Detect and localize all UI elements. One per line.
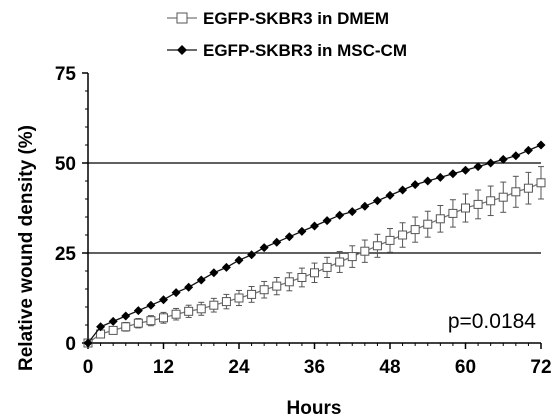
data-point <box>461 165 470 175</box>
x-tick-label: 36 <box>304 357 325 378</box>
series-1 <box>83 140 546 348</box>
x-tick-label: 0 <box>83 357 94 378</box>
data-point <box>335 210 345 220</box>
data-point <box>247 250 257 260</box>
x-tick-label: 12 <box>153 357 174 378</box>
x-tick-label: 60 <box>455 357 476 378</box>
legend-label: EGFP-SKBR3 in DMEM <box>203 9 389 28</box>
x-tick-label: 24 <box>228 357 250 378</box>
data-point <box>486 158 496 168</box>
legend-marker-diamond <box>177 45 187 55</box>
data-point <box>536 178 546 188</box>
data-point <box>234 293 244 303</box>
data-point <box>372 196 382 206</box>
data-point <box>234 255 244 265</box>
data-point <box>347 252 357 262</box>
data-point <box>221 297 231 307</box>
legend-label: EGFP-SKBR3 in MSC-CM <box>203 41 407 60</box>
data-point <box>347 207 357 217</box>
data-point <box>133 306 143 316</box>
data-point <box>96 322 106 332</box>
data-point <box>498 192 508 202</box>
data-point <box>247 289 257 299</box>
y-axis-label: Relative wound density (%) <box>16 125 37 371</box>
legend-marker-square <box>176 12 188 24</box>
data-point <box>523 183 533 193</box>
data-point <box>272 281 282 291</box>
axes: 0 25 50 75 0 12 24 36 48 60 72 <box>55 64 552 378</box>
data-point <box>284 232 294 242</box>
data-point <box>372 241 382 251</box>
data-point <box>423 219 433 229</box>
y-tick-label: 50 <box>55 154 76 175</box>
data-point <box>385 235 395 245</box>
data-point <box>184 282 194 292</box>
p-value-annotation: p=0.0184 <box>448 310 536 333</box>
data-point <box>410 180 420 190</box>
data-point <box>523 145 533 155</box>
y-tick-label: 0 <box>65 334 76 355</box>
data-point <box>423 176 433 186</box>
data-point <box>171 288 181 298</box>
data-point <box>360 201 370 211</box>
data-point <box>360 246 370 256</box>
data-point <box>83 338 93 348</box>
data-point <box>121 322 131 332</box>
data-point <box>121 311 131 321</box>
data-point <box>297 226 307 236</box>
data-point <box>108 325 118 335</box>
data-point <box>146 316 156 326</box>
data-point <box>196 304 206 314</box>
data-point <box>133 318 143 328</box>
data-point <box>322 216 332 226</box>
data-point <box>385 190 395 200</box>
data-point <box>146 300 156 310</box>
data-point <box>322 262 332 272</box>
data-point <box>448 208 458 218</box>
data-point <box>196 275 206 285</box>
data-point <box>511 187 521 197</box>
data-point <box>209 268 219 278</box>
x-tick-label: 48 <box>379 357 400 378</box>
data-point <box>259 243 269 253</box>
data-point <box>209 300 219 310</box>
data-point <box>435 172 445 182</box>
data-point <box>398 230 408 240</box>
data-point <box>536 140 546 150</box>
data-point <box>486 196 496 206</box>
data-point <box>310 268 319 278</box>
data-point <box>284 277 294 287</box>
series-0 <box>83 166 546 348</box>
y-tick-label: 75 <box>55 64 77 85</box>
data-point <box>410 225 420 235</box>
data-point <box>398 185 408 195</box>
gridlines <box>88 162 541 254</box>
data-point <box>461 203 470 213</box>
data-point <box>335 257 345 267</box>
data-point <box>473 162 483 172</box>
data-point <box>221 262 231 272</box>
data-point <box>473 199 483 209</box>
y-tick-label: 25 <box>55 244 77 265</box>
data-point <box>310 221 319 231</box>
x-tick-label: 72 <box>530 357 551 378</box>
data-point <box>448 169 458 179</box>
data-point <box>511 151 521 161</box>
legend: EGFP-SKBR3 in DMEM EGFP-SKBR3 in MSC-CM <box>167 9 407 60</box>
data-point <box>184 306 194 316</box>
data-point <box>498 154 508 164</box>
data-point <box>435 214 445 224</box>
data-point <box>297 272 307 282</box>
data-point <box>272 237 282 247</box>
data-point <box>159 313 168 323</box>
series-layer <box>83 140 546 348</box>
data-point <box>259 285 269 295</box>
data-point <box>171 309 181 319</box>
x-axis-label: Hours <box>287 398 342 419</box>
data-point <box>159 295 168 305</box>
data-point <box>108 316 118 326</box>
